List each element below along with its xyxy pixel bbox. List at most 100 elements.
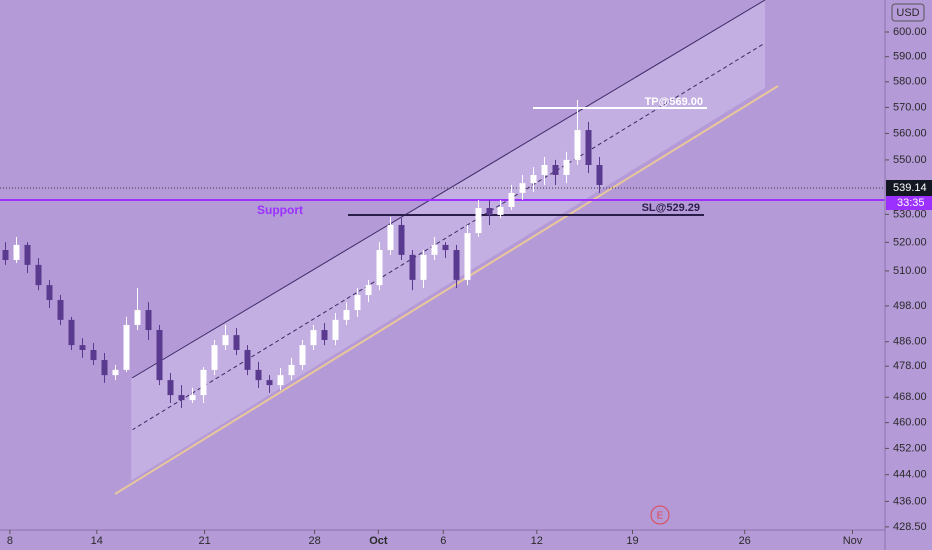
countdown: 33:35: [897, 197, 925, 209]
candle-body: [519, 183, 526, 193]
candle-body: [431, 244, 438, 255]
candle-body: [541, 165, 548, 175]
candle-body: [332, 319, 339, 340]
y-tick-label: 510.00: [893, 265, 927, 277]
y-tick-label: 550.00: [893, 154, 927, 166]
channel-lower: [114, 85, 779, 495]
y-tick-label: 478.00: [893, 360, 927, 372]
currency: USD: [896, 7, 919, 19]
candle-body: [200, 369, 207, 396]
candle-body: [57, 300, 64, 320]
candle-body: [233, 335, 240, 350]
candle-body: [299, 345, 306, 365]
last-price-box: [886, 180, 932, 196]
y-tick-label: 452.00: [893, 442, 927, 454]
candle-body: [222, 335, 229, 346]
candle-body: [321, 330, 328, 340]
candle-body: [123, 324, 130, 370]
candle-body: [376, 250, 383, 286]
candle-body: [178, 395, 185, 401]
candle-body: [112, 369, 119, 376]
candles: [2, 99, 603, 408]
x-tick-label: 26: [739, 535, 751, 547]
candle-body: [596, 165, 603, 185]
candle-body: [24, 244, 31, 265]
tp-label: TP@569.00: [645, 96, 703, 108]
candle-body: [35, 264, 42, 286]
x-tick-label: Nov: [843, 535, 863, 547]
x-tick-label: Oct: [369, 535, 388, 547]
axes: 600.00 590.00 580.00 570.00 560.00 550.00 530.…: [7, 26, 927, 547]
y-tick-label: 436.00: [893, 495, 927, 507]
y-tick-label: 468.00: [893, 391, 927, 403]
last-price: 539.14: [893, 182, 927, 194]
candle-body: [134, 310, 141, 325]
candle-body: [288, 364, 295, 376]
candle-body: [167, 380, 174, 396]
support-label: Support: [257, 203, 303, 217]
channel-fill: [132, 0, 765, 480]
candle-body: [508, 192, 515, 207]
candle-body: [442, 244, 449, 251]
candle-body: [464, 233, 471, 280]
candle-body: [244, 349, 251, 370]
candle-body: [255, 369, 262, 381]
candle-body: [387, 224, 394, 251]
y-tick-label: 486.00: [893, 336, 927, 348]
candle-body: [420, 254, 427, 280]
y-tick-label: 570.00: [893, 101, 927, 113]
y-tick-label: 560.00: [893, 127, 927, 139]
y-tick-label: 498.00: [893, 300, 927, 312]
candle-body: [156, 330, 163, 381]
x-tick-label: 8: [7, 535, 13, 547]
x-tick-label: 19: [626, 535, 638, 547]
candle-body: [365, 285, 372, 296]
y-tick-label: 520.00: [893, 236, 927, 248]
candle-body: [266, 380, 273, 386]
x-tick-label: 21: [198, 535, 210, 547]
currency-box: [891, 3, 925, 22]
candle-body: [189, 395, 196, 401]
candle-body: [79, 345, 86, 350]
event-circle[interactable]: [650, 505, 670, 525]
candle-body: [563, 159, 570, 175]
sl-label: SL@529.29: [642, 202, 700, 214]
event-marker[interactable]: E: [657, 511, 664, 522]
candle-body: [2, 250, 9, 261]
candle-body: [277, 375, 284, 386]
candle-body: [343, 310, 350, 320]
candle-body: [486, 208, 493, 215]
y-tick-label: 460.00: [893, 417, 927, 429]
candle-body: [145, 310, 152, 331]
y-tick-label: 600.00: [893, 26, 927, 38]
candle-body: [68, 319, 75, 346]
countdown-box: [886, 196, 932, 210]
candle-body: [497, 206, 504, 215]
candle-body: [398, 224, 405, 255]
y-tick-label: 590.00: [893, 51, 927, 63]
candle-body: [552, 165, 559, 175]
candle-body: [530, 174, 537, 184]
candle-body: [409, 254, 416, 280]
candle-body: [585, 130, 592, 166]
candle-body: [90, 349, 97, 361]
candle-body: [574, 130, 581, 160]
y-tick-label: 444.00: [893, 469, 927, 481]
x-tick-label: 28: [308, 535, 320, 547]
y-tick-label: 428.50: [893, 521, 927, 533]
x-tick-label: 14: [91, 535, 103, 547]
candle-body: [211, 345, 218, 370]
candle-body: [101, 360, 108, 376]
candle-body: [453, 250, 460, 280]
candle-body: [354, 295, 361, 311]
candle-body: [310, 330, 317, 346]
x-tick-label: 6: [440, 535, 446, 547]
candle-body: [475, 208, 482, 234]
y-tick-label: 580.00: [893, 76, 927, 88]
candle-body: [46, 285, 53, 301]
candle-body: [13, 244, 20, 261]
x-tick-label: 12: [531, 535, 543, 547]
y-tick-label: 530.00: [893, 208, 927, 220]
channel-upper: [131, 0, 766, 379]
